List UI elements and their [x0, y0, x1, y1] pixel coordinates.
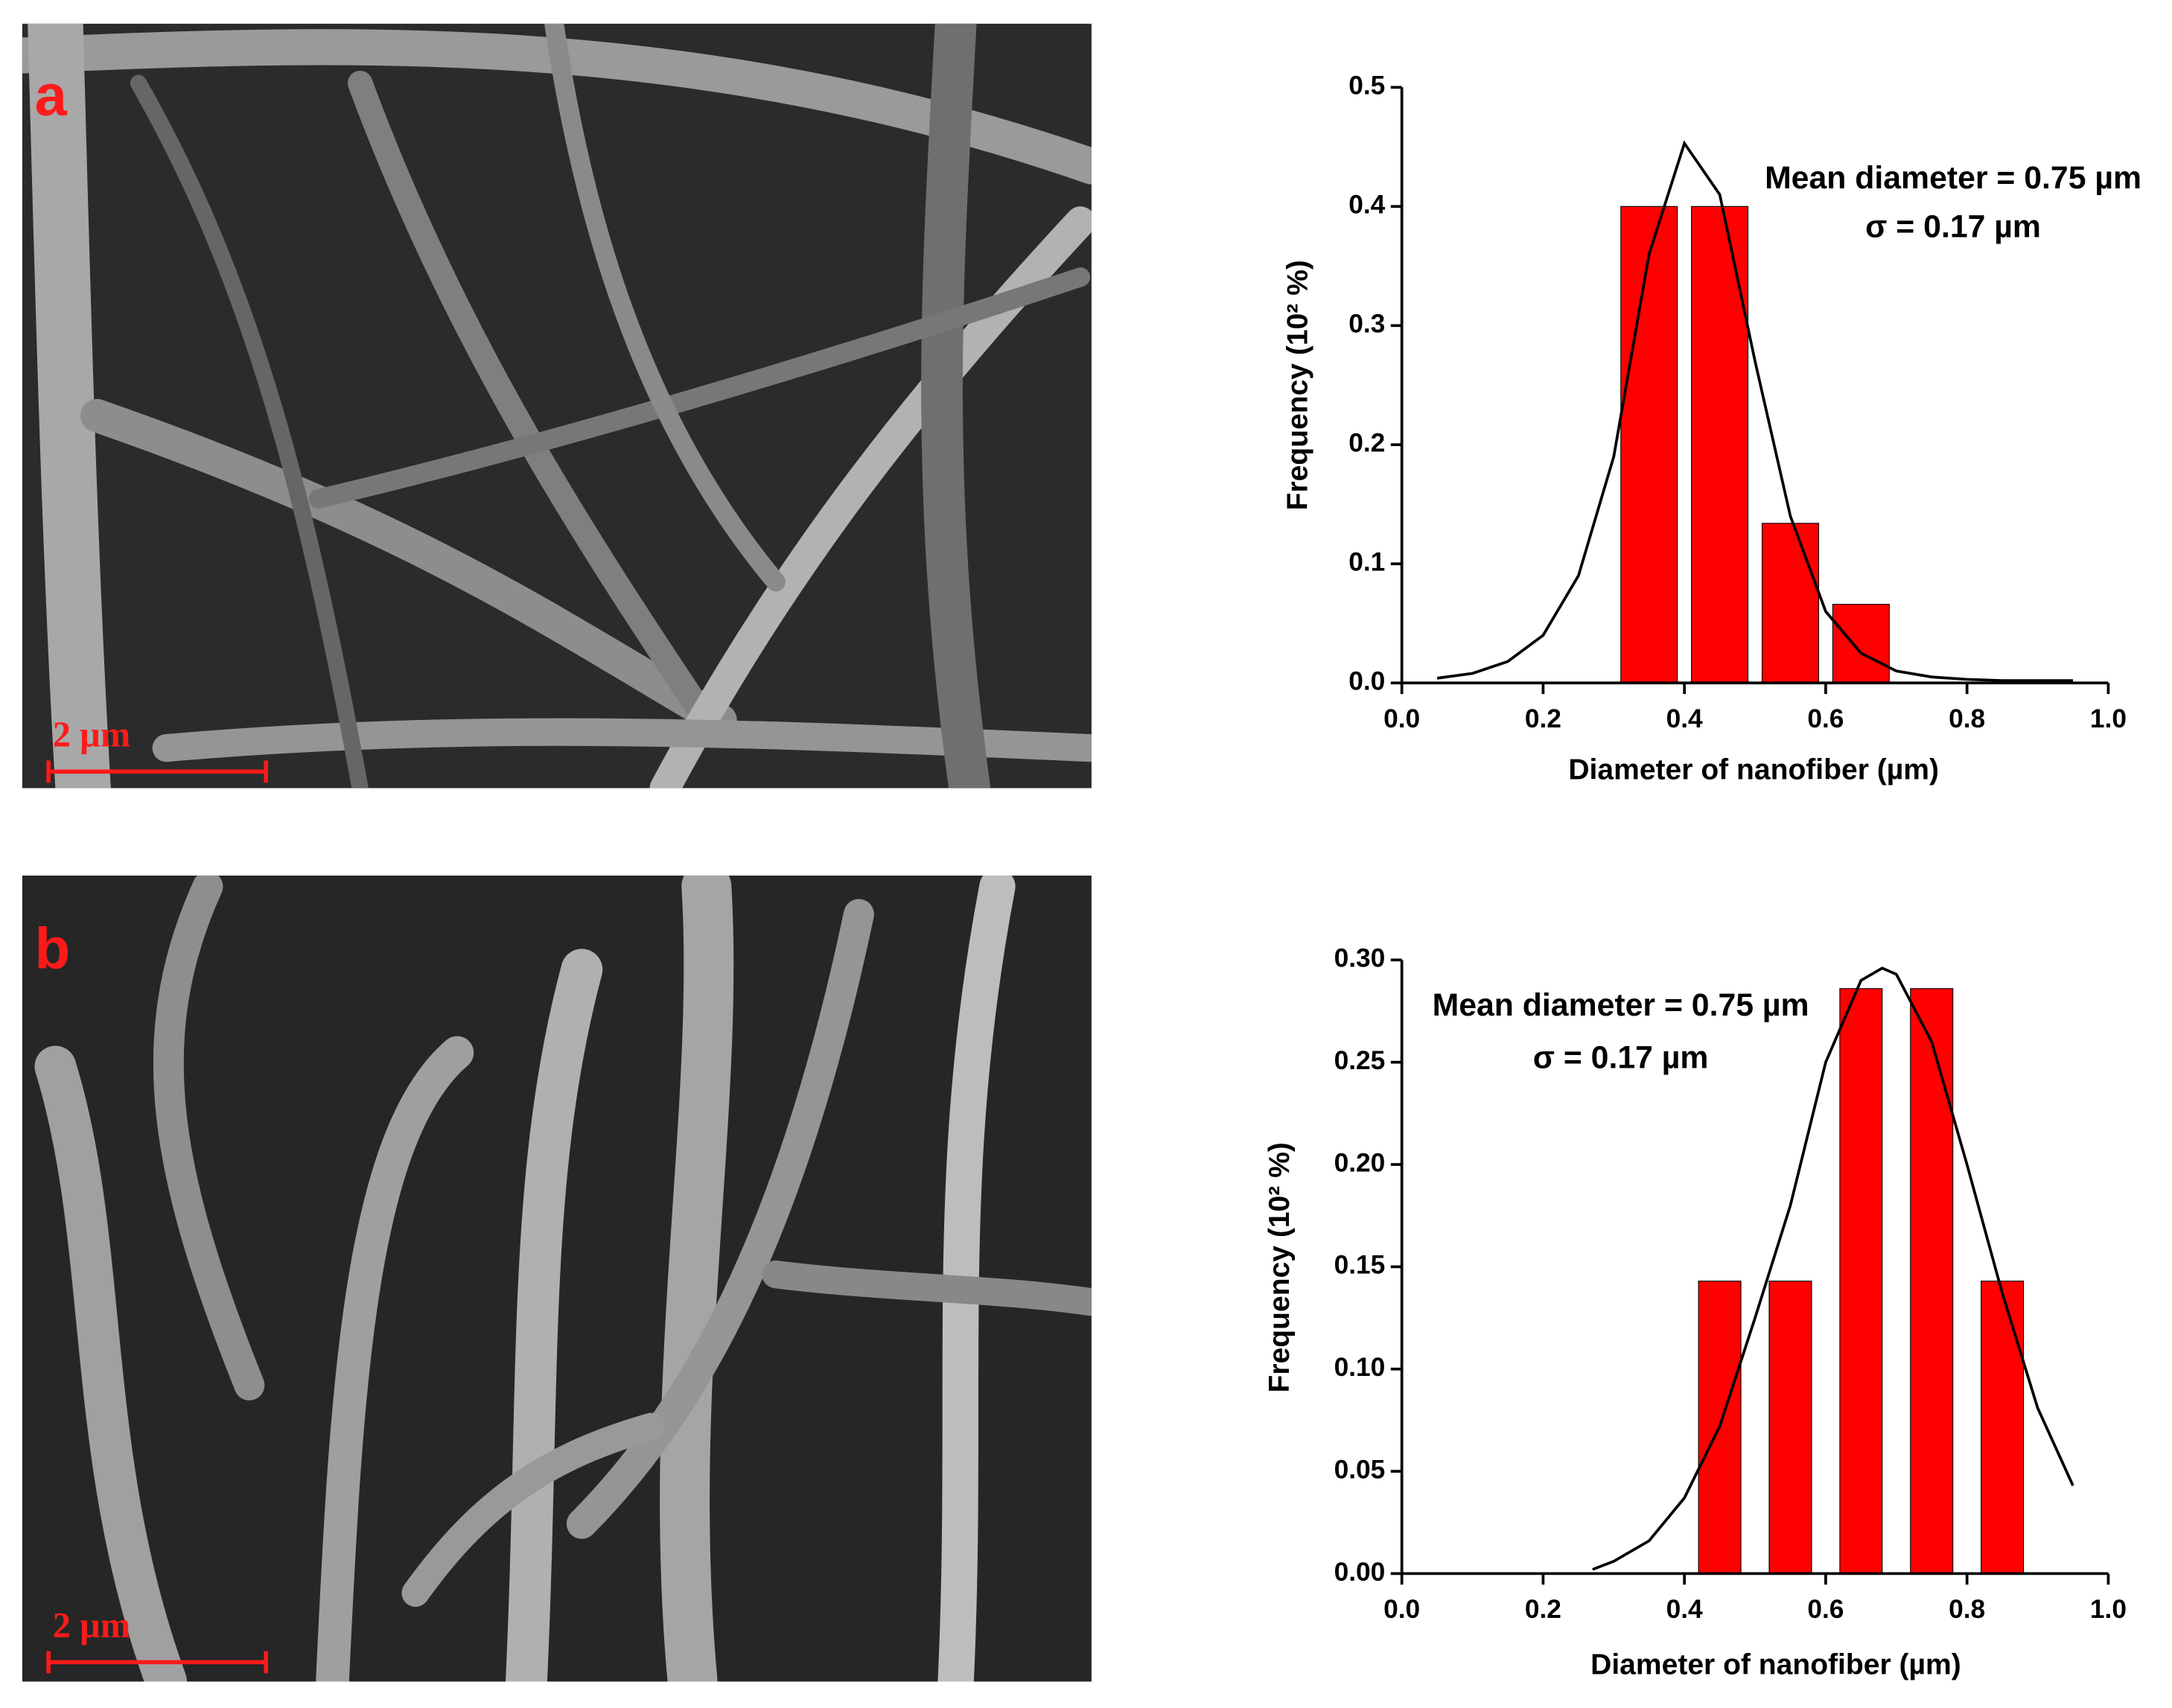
- scale-bar-label: 2 µm: [53, 716, 130, 755]
- sem-image-a: [22, 23, 1092, 788]
- y-tick-label: 0.4: [1348, 191, 1385, 220]
- x-tick-label: 0.0: [1383, 1595, 1420, 1624]
- scale-bars: [46, 760, 268, 1674]
- bar: [1910, 988, 1954, 1575]
- x-tick-label: 1.0: [2090, 704, 2127, 733]
- sem-image-b: [22, 875, 1092, 1682]
- y-tick-label: 0.0: [1348, 667, 1385, 696]
- panel-label: b: [35, 916, 71, 981]
- y-tick-label: 0.30: [1334, 944, 1386, 973]
- y-tick-label: 0.20: [1334, 1148, 1386, 1177]
- y-tick-label: 0.5: [1348, 71, 1385, 101]
- bar: [1691, 205, 1749, 683]
- annotation: Mean diameter = 0.75 µm: [1433, 987, 1809, 1023]
- annotation: σ = 0.17 µm: [1865, 208, 2041, 244]
- fit-curve: [1436, 140, 2073, 682]
- y-tick-label: 0.05: [1334, 1455, 1386, 1484]
- x-tick-label: 0.2: [1525, 1595, 1561, 1624]
- y-tick-label: 0.1: [1348, 548, 1385, 577]
- bar: [1981, 1281, 2025, 1575]
- x-tick-label: 0.4: [1666, 704, 1703, 733]
- scale-bar-label: 2 µm: [53, 1606, 130, 1645]
- annotation: σ = 0.17 µm: [1533, 1040, 1709, 1076]
- y-tick-label: 0.2: [1348, 429, 1385, 458]
- bar: [1839, 988, 1883, 1575]
- x-tick-label: 1.0: [2090, 1595, 2127, 1624]
- bar: [1761, 523, 1819, 683]
- y-tick-label: 0.25: [1334, 1046, 1386, 1075]
- x-axis-title: Diameter of nanofiber (µm): [1590, 1648, 1961, 1680]
- x-tick-label: 0.6: [1807, 1595, 1844, 1624]
- x-tick-label: 0.8: [1949, 704, 1985, 733]
- x-tick-label: 0.2: [1525, 704, 1561, 733]
- y-tick-label: 0.10: [1334, 1353, 1386, 1382]
- y-tick-label: 0.15: [1334, 1251, 1386, 1280]
- bar: [1832, 604, 1890, 683]
- x-tick-label: 0.4: [1666, 1595, 1703, 1624]
- bar: [1768, 1281, 1812, 1575]
- y-axis-title: Frequency (10² %): [1281, 260, 1313, 510]
- x-tick-label: 0.8: [1949, 1595, 1985, 1624]
- annotation: Mean diameter = 0.75 µm: [1765, 160, 2141, 196]
- x-tick-label: 0.6: [1807, 704, 1844, 733]
- y-tick-label: 0.00: [1334, 1558, 1386, 1587]
- panel-label: a: [35, 63, 68, 128]
- fit-curve: [1592, 966, 2074, 1571]
- x-axis-title: Diameter of nanofiber (µm): [1568, 754, 1939, 786]
- bar: [1620, 205, 1678, 683]
- y-tick-label: 0.3: [1348, 310, 1385, 339]
- x-tick-label: 0.0: [1383, 704, 1420, 733]
- y-axis-title: Frequency (10² %): [1264, 1142, 1296, 1392]
